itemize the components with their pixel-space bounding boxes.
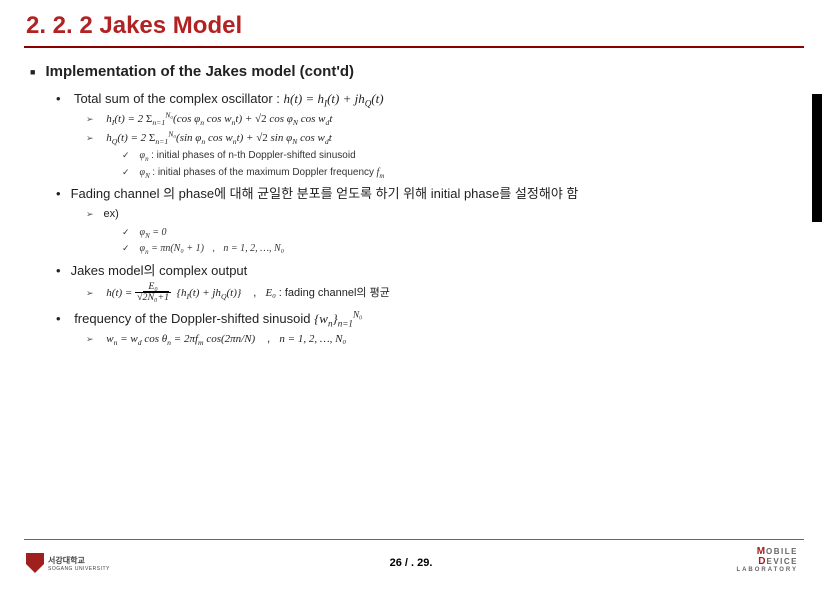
item-total-sum: Total sum of the complex oscillator : h(… [56,90,796,108]
shield-icon [26,553,44,573]
eq-hi: hI(t) = 2 Σn=1N₀(cos φn cos wnt) + √2 co… [86,112,796,127]
note-phi-n: φn : initial phases of n-th Doppler-shif… [122,149,796,163]
uni-en: SOGANG UNIVERSITY [48,566,110,572]
slide-title: 2. 2. 2 Jakes Model [0,12,822,46]
uni-kr: 서강대학교 [48,555,110,566]
item-complex-output: Jakes model의 complex output [56,262,796,280]
ex-phi-n: φn = πn(N₀ + 1) , n = 1, 2, …, N₀ [122,242,796,256]
ex-phi-N: φN = 0 [122,226,796,240]
footer-divider [24,539,804,540]
slide: 2. 2. 2 Jakes Model Implementation of th… [0,0,822,595]
eq-complex-output: h(t) = E₀√2N₀+1 {hI(t) + jhQ(t)} , E₀ : … [86,283,796,304]
section-heading: Implementation of the Jakes model (cont'… [30,62,796,82]
eq-wn: wn = wd cos θn = 2πfm cos(2πn/N) , n = 1… [86,332,796,347]
equation: h(t) = hI(t) + jhQ(t) [283,91,383,106]
example-label: ex) [86,207,796,222]
label: Total sum of the complex oscillator : [74,91,284,106]
note-phi-N: φN : initial phases of the maximum Doppl… [122,166,796,180]
page-number: 26 / . 29. [0,557,822,569]
university-logo: 서강대학교 SOGANG UNIVERSITY [26,553,110,573]
right-accent-bar [812,94,822,222]
item-freq-doppler: frequency of the Doppler-shifted sinusoi… [56,310,796,328]
content-area: Implementation of the Jakes model (cont'… [0,48,822,347]
eq-hq: hQ(t) = 2 Σn=1N₀(sin φn cos wnt) + √2 si… [86,131,796,146]
item-fading-phase: Fading channel 의 phase에 대해 균일한 분포를 얻도록 하… [56,185,796,203]
lab-logo: MOBILE DEVICE LABORATORY [736,547,798,573]
